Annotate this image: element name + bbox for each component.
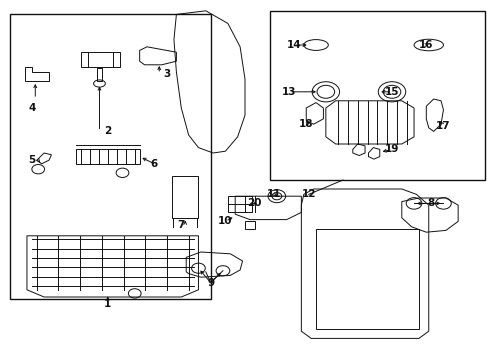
Text: 2: 2	[104, 126, 111, 136]
Text: 7: 7	[177, 220, 185, 230]
Text: 20: 20	[247, 198, 262, 208]
Text: 8: 8	[428, 198, 435, 208]
Text: 18: 18	[299, 119, 314, 129]
Text: 1: 1	[104, 299, 111, 309]
Text: 17: 17	[436, 121, 451, 131]
Text: 11: 11	[267, 189, 282, 199]
Text: 12: 12	[301, 189, 316, 199]
Text: 13: 13	[282, 87, 296, 97]
Text: 4: 4	[28, 103, 36, 113]
Text: 3: 3	[163, 69, 170, 79]
Text: 15: 15	[385, 87, 399, 97]
Text: 6: 6	[151, 159, 158, 169]
Bar	[270, 11, 485, 180]
Text: 19: 19	[385, 144, 399, 154]
Text: 10: 10	[218, 216, 233, 226]
Text: 9: 9	[207, 278, 214, 288]
Text: 14: 14	[287, 40, 301, 50]
Bar	[10, 14, 211, 299]
Text: 16: 16	[419, 40, 434, 50]
Text: 5: 5	[28, 155, 35, 165]
Bar	[172, 176, 198, 218]
Bar	[316, 229, 419, 329]
